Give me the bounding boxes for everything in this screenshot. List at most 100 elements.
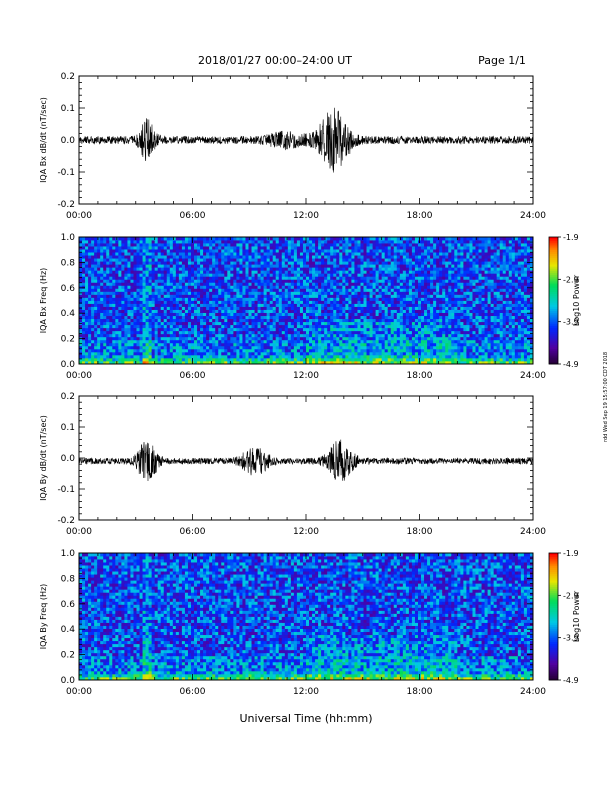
- spectrogram-cell: [363, 288, 367, 292]
- spectrogram-cell: [375, 324, 380, 329]
- spectrogram-cell: [187, 336, 192, 341]
- spectrogram-cell: [417, 345, 422, 350]
- spectrogram-cell: [200, 258, 204, 262]
- spectrogram-cell: [148, 336, 153, 341]
- spectrogram-cell: [224, 264, 228, 268]
- spectrogram-cell: [227, 321, 231, 326]
- spectrogram-cell: [302, 261, 307, 265]
- spectrogram-cell: [106, 264, 110, 268]
- spectrogram-cell: [284, 291, 289, 295]
- spectrogram-cell: [281, 318, 286, 323]
- spectrogram-cell: [357, 324, 361, 329]
- spectrogram-cell: [175, 342, 180, 347]
- spectrogram-cell: [366, 336, 370, 341]
- spectrogram-cell: [254, 351, 258, 356]
- spectrogram-cell: [408, 330, 413, 335]
- spectrogram-cell: [97, 240, 101, 244]
- spectrogram-cell: [245, 264, 249, 268]
- spectrogram-cell: [178, 315, 183, 320]
- spectrogram-cell: [194, 300, 198, 304]
- spectrogram-cell: [278, 258, 283, 262]
- spectrogram-cell: [181, 279, 186, 283]
- spectrogram-cell: [330, 342, 334, 347]
- spectrogram-cell: [421, 246, 425, 250]
- spectrogram-cell: [281, 243, 286, 247]
- spectrogram-cell: [172, 258, 177, 262]
- spectrogram-cell: [194, 345, 198, 350]
- spectrogram-cell: [393, 330, 398, 335]
- spectrogram-cell: [399, 246, 404, 250]
- spectrogram-cell: [284, 294, 289, 298]
- spectrogram-cell: [215, 282, 219, 286]
- spectrogram-cell: [251, 333, 255, 338]
- spectrogram-cell: [212, 279, 216, 283]
- spectrogram-cell: [351, 258, 355, 262]
- spectrogram-cell: [79, 309, 83, 313]
- spectrogram-cell: [272, 351, 277, 356]
- spectrogram-cell: [115, 240, 119, 244]
- spectrogram-cell: [251, 279, 255, 283]
- spectrogram-cell: [169, 354, 174, 359]
- spectrogram-cell: [187, 351, 192, 356]
- spectrogram-cell: [212, 354, 216, 359]
- spectrogram-cell: [342, 276, 346, 280]
- spectrogram-cell: [315, 330, 319, 335]
- y-tick-label: -0.1: [57, 168, 75, 178]
- spectrogram-cell: [209, 297, 213, 301]
- spectrogram-cell: [245, 267, 249, 271]
- spectrogram-cell: [417, 321, 422, 326]
- spectrogram-cell: [266, 291, 271, 295]
- spectrogram-cell: [342, 339, 346, 344]
- spectrogram-cell: [233, 333, 237, 338]
- spectrogram-cell: [408, 342, 413, 347]
- spectrogram-cell: [302, 273, 307, 277]
- spectrogram-cell: [100, 318, 104, 323]
- spectrogram-cell: [318, 285, 322, 289]
- spectrogram-cell: [209, 246, 213, 250]
- spectrogram-cell: [333, 255, 337, 259]
- spectrogram-cell: [384, 291, 389, 295]
- spectrogram-cell: [366, 267, 370, 271]
- spectrogram-cell: [306, 246, 310, 250]
- spectrogram-cell: [157, 312, 162, 317]
- spectrogram-cell: [351, 291, 355, 295]
- spectrogram-cell: [396, 324, 401, 329]
- spectrogram-cell: [424, 291, 428, 295]
- spectrogram-cell: [330, 261, 334, 265]
- spectrogram-cell: [166, 327, 171, 332]
- spectrogram-cell: [127, 315, 131, 320]
- spectrogram-cell: [100, 294, 104, 298]
- spectrogram-cell: [284, 264, 289, 268]
- spectrogram-cell: [142, 348, 146, 353]
- spectrogram-cell: [381, 306, 386, 310]
- spectrogram-cell: [245, 360, 249, 365]
- spectrogram-cell: [236, 270, 240, 274]
- spectrogram-cell: [427, 315, 431, 320]
- spectrogram-cell: [133, 357, 137, 362]
- spectrogram-cell: [233, 273, 237, 277]
- spectrogram-cell: [133, 303, 137, 307]
- spectrogram-cell: [290, 336, 295, 341]
- spectrogram-cell: [378, 345, 383, 350]
- spectrogram-cell: [187, 312, 192, 317]
- spectrogram-cell: [115, 312, 119, 317]
- spectrogram-cell: [100, 258, 104, 262]
- spectrogram-cell: [163, 321, 168, 326]
- spectrogram-cell: [421, 336, 425, 341]
- spectrogram-cell: [281, 348, 286, 353]
- spectrogram-cell: [112, 240, 116, 244]
- spectrogram-cell: [82, 354, 86, 359]
- spectrogram-cell: [103, 309, 107, 313]
- spectrogram-cell: [94, 285, 98, 289]
- spectrogram-cell: [312, 354, 316, 359]
- spectrogram-cell: [160, 342, 165, 347]
- spectrogram-cell: [393, 237, 398, 241]
- spectrogram-cell: [97, 294, 101, 298]
- spectrogram-cell: [399, 327, 404, 332]
- spectrogram-cell: [360, 306, 364, 310]
- spectrogram-cell: [318, 324, 322, 329]
- spectrogram-cell: [151, 270, 156, 274]
- spectrogram-cell: [315, 309, 319, 313]
- spectrogram-cell: [372, 294, 377, 298]
- spectrogram-cell: [200, 273, 204, 277]
